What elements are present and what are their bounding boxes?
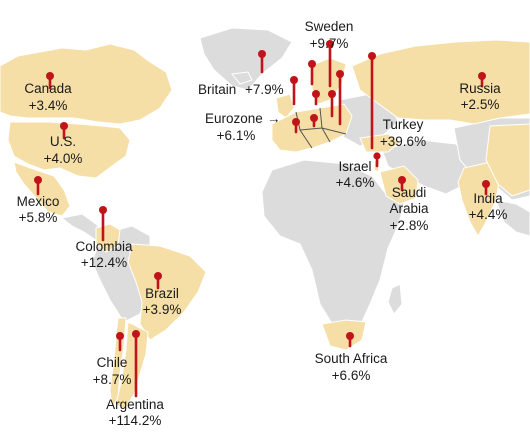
south-africa-marker bbox=[346, 332, 354, 340]
us-marker bbox=[60, 122, 68, 130]
eurozone-borders bbox=[295, 107, 347, 149]
turkey-shape bbox=[359, 133, 401, 153]
southeast-asia-shape bbox=[495, 199, 530, 237]
madagascar-shape bbox=[387, 283, 403, 315]
canada-value: +3.4% bbox=[29, 98, 68, 113]
canada-marker bbox=[46, 72, 54, 80]
israel-value: +4.6% bbox=[336, 175, 375, 190]
europe-marker-5 bbox=[312, 90, 320, 98]
mexico-marker bbox=[34, 176, 42, 184]
saudi-arabia-shape bbox=[379, 165, 419, 205]
turkey-marker bbox=[368, 52, 376, 60]
sweden-value: +9.7% bbox=[310, 36, 349, 51]
britain-name: Britain bbox=[198, 82, 236, 97]
mexico-value: +5.8% bbox=[19, 210, 58, 225]
colombia-name: Colombia bbox=[75, 239, 133, 254]
canada-shape bbox=[0, 43, 173, 125]
africa-shape bbox=[261, 159, 405, 331]
britain-shape bbox=[275, 93, 295, 119]
europe-marker-3 bbox=[290, 76, 298, 84]
saudi-name-line1: Saudi bbox=[392, 185, 427, 200]
colombia-marker bbox=[99, 206, 107, 214]
colombia-value: +12.4% bbox=[81, 255, 127, 270]
argentina-name: Argentina bbox=[106, 397, 164, 412]
europe-marker-4 bbox=[336, 70, 344, 78]
europe-marker-6 bbox=[328, 90, 336, 98]
sweden-marker-1 bbox=[326, 40, 334, 48]
india-marker bbox=[482, 180, 490, 188]
brazil-name: Brazil bbox=[145, 286, 179, 301]
brazil-value: +3.9% bbox=[143, 302, 182, 317]
eurozone-arrow: → bbox=[267, 111, 281, 126]
russia-shape bbox=[351, 39, 530, 125]
chile-name: Chile bbox=[97, 355, 128, 370]
chile-marker bbox=[116, 332, 124, 340]
britain-marker bbox=[258, 50, 266, 58]
europe-marker-7 bbox=[310, 114, 318, 122]
turkey-name: Turkey bbox=[383, 117, 424, 132]
britain-value: +7.9% bbox=[245, 82, 284, 97]
east-asia-highlight-shape bbox=[485, 123, 530, 197]
argentina-marker bbox=[132, 330, 140, 338]
mexico-shape bbox=[13, 161, 71, 217]
india-value: +4.4% bbox=[469, 207, 508, 222]
russia-marker bbox=[478, 72, 486, 80]
us-value: +4.0% bbox=[44, 151, 83, 166]
saudi-value: +2.8% bbox=[390, 218, 429, 233]
eurozone-name: Eurozone bbox=[205, 111, 263, 126]
argentina-value: +114.2% bbox=[109, 413, 162, 428]
south-africa-value: +6.6% bbox=[332, 368, 371, 383]
eurozone-marker bbox=[292, 118, 300, 126]
chile-shape bbox=[109, 317, 127, 410]
greenland-shape bbox=[199, 27, 293, 91]
russia-name: Russia bbox=[459, 81, 501, 96]
canada-name: Canada bbox=[24, 81, 72, 96]
labels: Canada +3.4% U.S. +4.0% Mexico +5.8% Col… bbox=[17, 19, 508, 428]
iceland-shape bbox=[231, 71, 253, 85]
israel-marker bbox=[373, 152, 381, 160]
markers bbox=[34, 40, 490, 398]
argentina-shape bbox=[115, 321, 149, 411]
india-name: India bbox=[473, 191, 503, 206]
south-africa-name: South Africa bbox=[315, 351, 388, 366]
saudi-name-line2: Arabia bbox=[389, 201, 429, 216]
us-name: U.S. bbox=[50, 134, 76, 149]
us-shape bbox=[7, 121, 131, 179]
israel-name: Israel bbox=[338, 159, 371, 174]
russia-value: +2.5% bbox=[461, 97, 500, 112]
turkey-value: +39.6% bbox=[380, 134, 426, 149]
saudi-marker bbox=[398, 176, 406, 184]
brazil-shape bbox=[127, 243, 207, 341]
brazil-marker bbox=[154, 272, 162, 280]
chile-value: +8.7% bbox=[93, 372, 132, 387]
sweden-name: Sweden bbox=[305, 19, 354, 34]
mexico-name: Mexico bbox=[17, 194, 60, 209]
south-africa-shape bbox=[321, 319, 367, 351]
eurozone-value: +6.1% bbox=[217, 128, 256, 143]
europe-marker-2 bbox=[308, 60, 316, 68]
